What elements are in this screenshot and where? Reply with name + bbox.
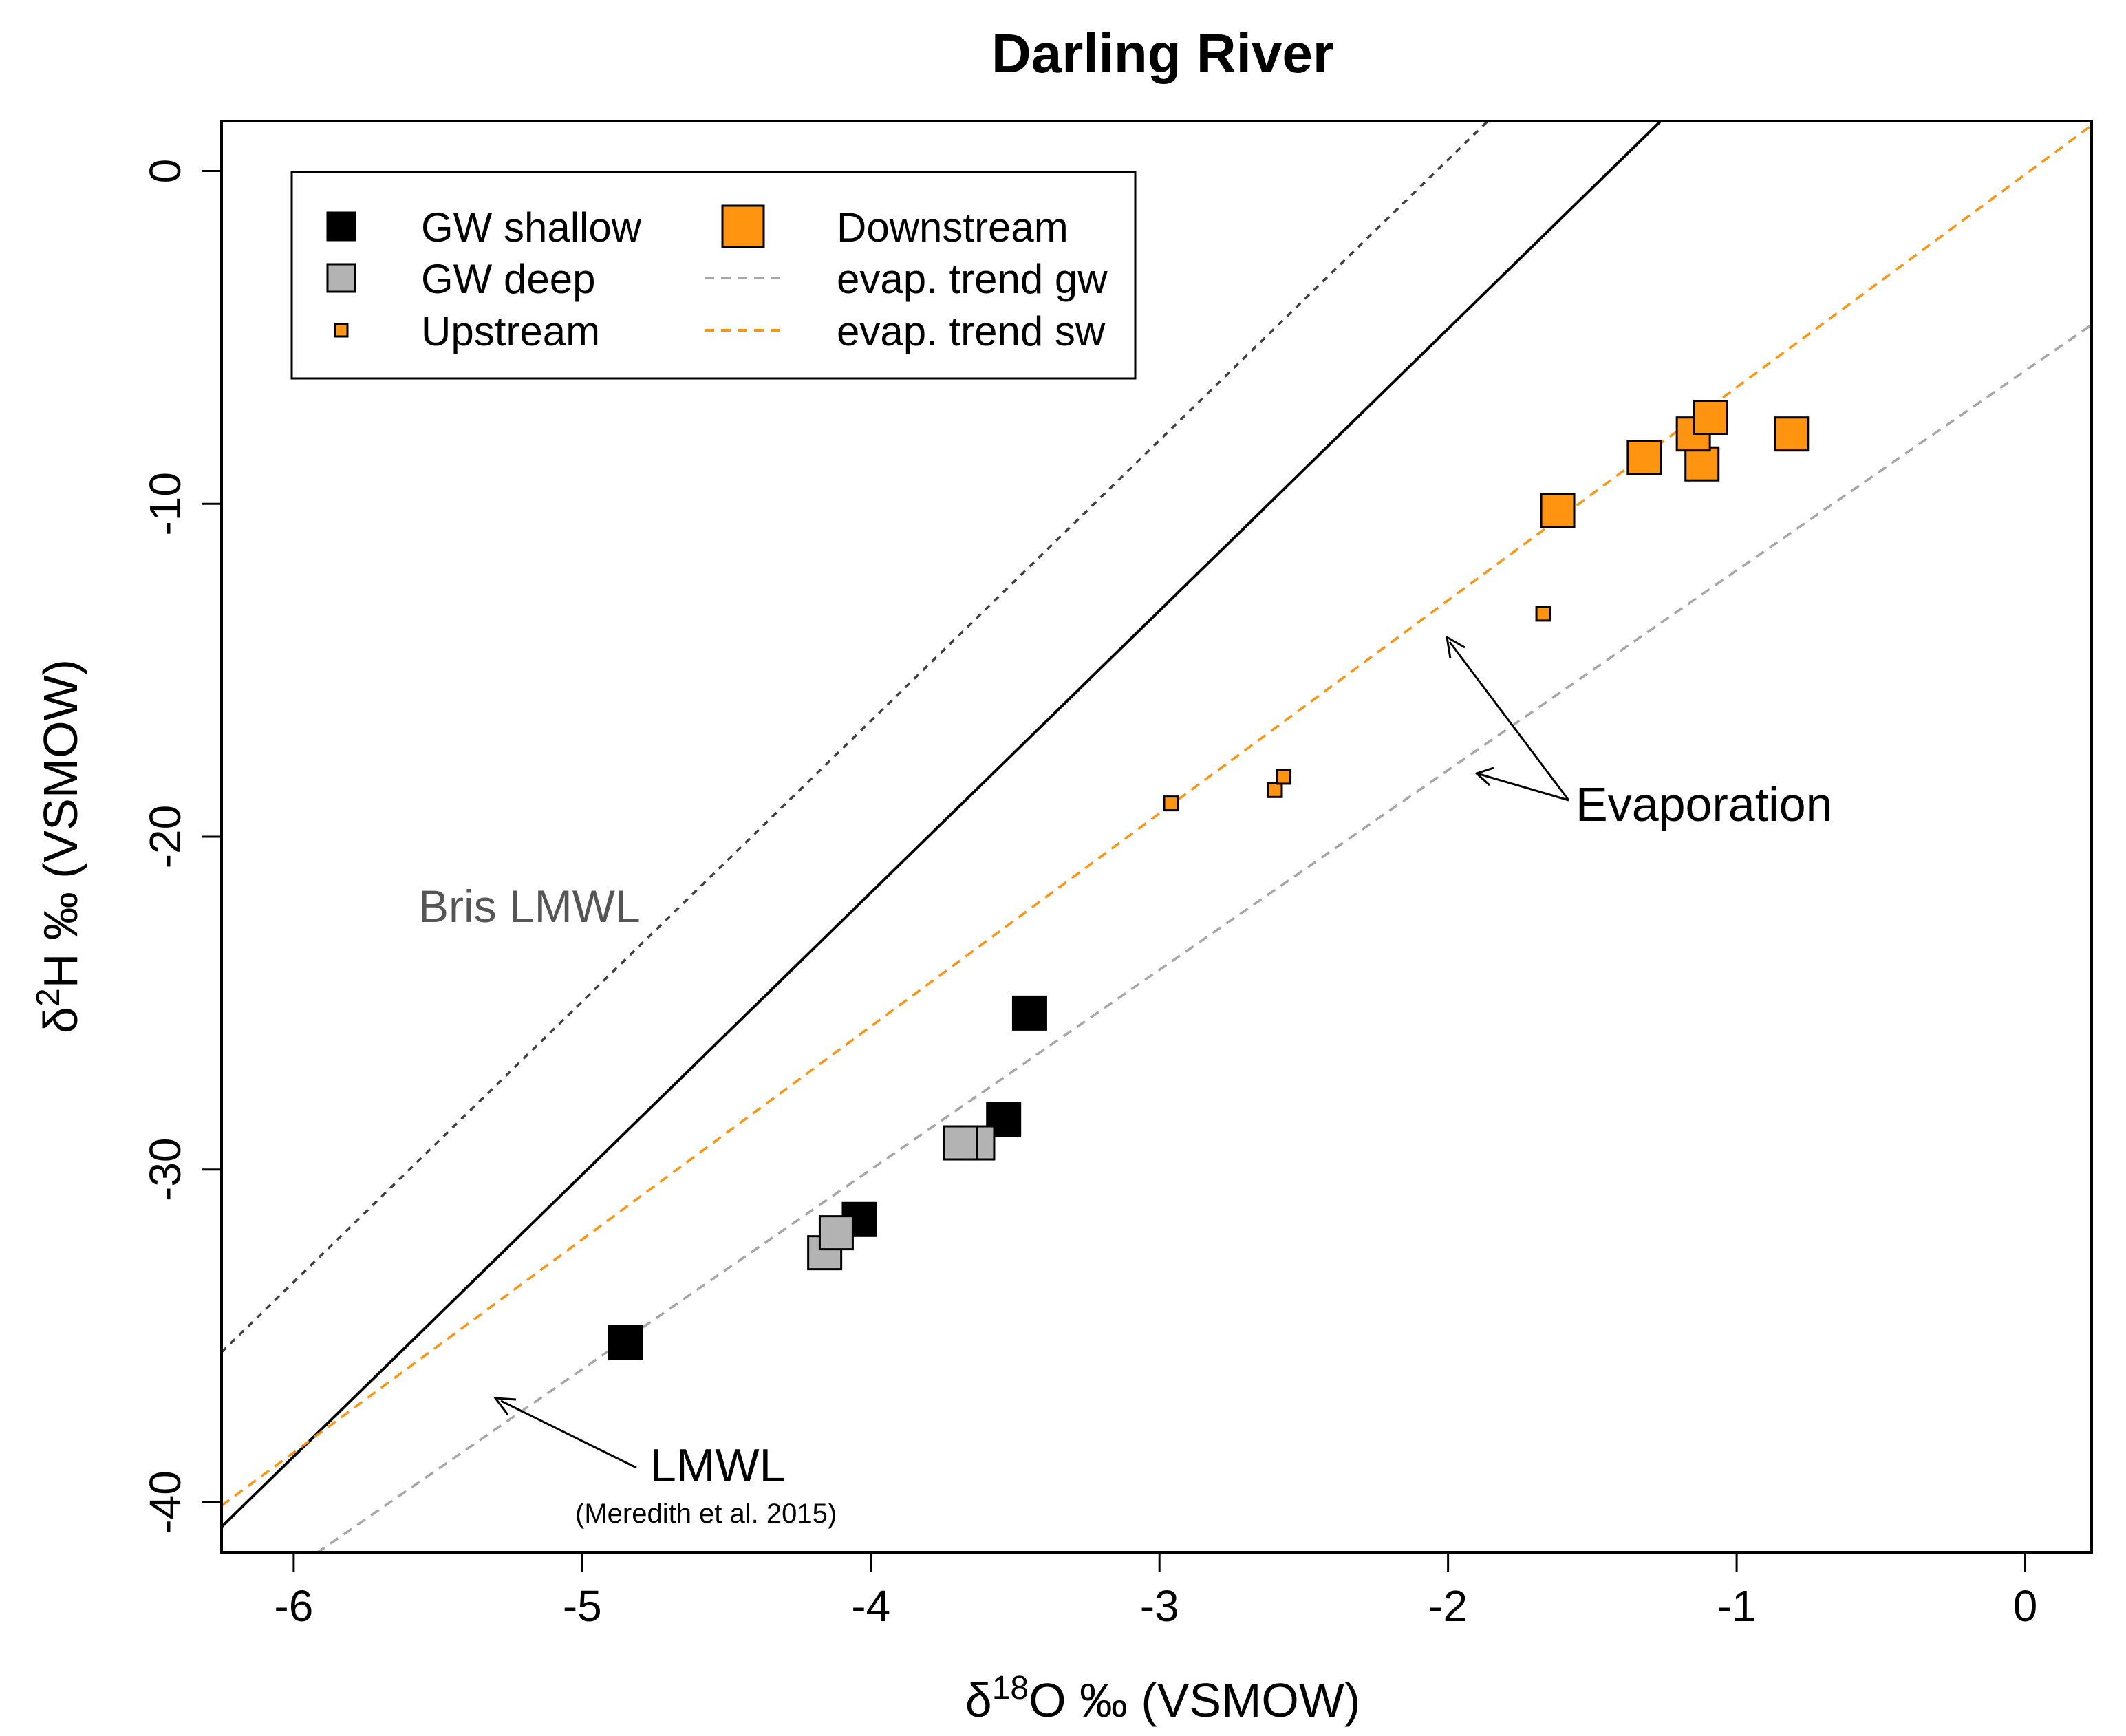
- evaporation-label: Evaporation: [1576, 778, 1833, 831]
- y-axis-label: δ2H ‰ (VSMOW): [30, 659, 87, 1033]
- x-tick-label: -2: [1428, 1581, 1468, 1631]
- lmwl-arrow: [500, 1400, 637, 1469]
- evaporation-arrowhead-upper: [1446, 635, 1465, 659]
- line-evap-trend-gw: [315, 323, 2092, 1552]
- y-tick-label: 0: [140, 159, 190, 184]
- x-tick-label: -6: [274, 1581, 313, 1631]
- legend-label-evap-trend-sw: evap. trend sw: [837, 308, 1106, 354]
- legend-key-upstream: [334, 323, 349, 338]
- lmwl-annotation: LMWL (Meredith et al. 2015): [493, 1397, 837, 1529]
- legend-key-gw-shallow: [326, 211, 356, 242]
- point-gw-shallow: [608, 1325, 643, 1360]
- point-upstream: [1535, 606, 1551, 622]
- point-downstream: [1684, 446, 1720, 482]
- chart-title: Darling River: [991, 23, 1334, 84]
- x-tick-label: -4: [851, 1581, 890, 1631]
- legend-key-gw-deep: [326, 263, 356, 293]
- legend-label-downstream: Downstream: [837, 204, 1069, 250]
- legend-key-downstream: [721, 204, 765, 248]
- point-downstream: [1693, 400, 1728, 436]
- point-downstream: [1540, 493, 1576, 528]
- legend-label-gw-deep: GW deep: [421, 256, 595, 302]
- evaporation-arrow-upper: [1448, 641, 1570, 801]
- point-gw-deep: [943, 1125, 978, 1161]
- point-gw-shallow: [986, 1102, 1022, 1137]
- evaporation-arrow-lower: [1479, 773, 1569, 802]
- x-tick-label: 0: [2013, 1581, 2038, 1631]
- legend: GW shallow GW deep Upstream Downstream evap.…: [290, 171, 1137, 380]
- point-gw-shallow: [1011, 995, 1047, 1031]
- legend-label-upstream: Upstream: [421, 308, 600, 354]
- legend-box: [290, 171, 1137, 380]
- y-tick-label: -10: [140, 472, 190, 536]
- point-downstream: [1774, 416, 1810, 452]
- lmwl-label: LMWL: [650, 1439, 785, 1492]
- point-downstream: [1626, 440, 1662, 475]
- x-tick-label: -1: [1717, 1581, 1757, 1631]
- point-upstream: [1267, 782, 1283, 798]
- y-tick-label: -40: [140, 1470, 190, 1534]
- line-lmwl: [222, 121, 1663, 1528]
- line-evap-trend-sw: [222, 124, 2092, 1507]
- point-upstream: [1163, 795, 1179, 812]
- legend-label-evap-trend-gw: evap. trend gw: [837, 256, 1108, 302]
- x-tick-label: -3: [1140, 1581, 1179, 1631]
- point-upstream: [1276, 769, 1292, 785]
- lmwl-arrowhead: [493, 1397, 517, 1415]
- y-tick-label: -20: [140, 805, 190, 869]
- x-axis-label: δ18O ‰ (VSMOW): [965, 1670, 1361, 1727]
- legend-label-gw-shallow: GW shallow: [421, 204, 642, 250]
- y-tick-label: -30: [140, 1137, 190, 1201]
- evaporation-annotation: Evaporation: [1446, 635, 1833, 831]
- point-gw-deep: [818, 1215, 854, 1251]
- bris-lmwl-label: Bris LMWL: [418, 881, 641, 932]
- lmwl-reference: (Meredith et al. 2015): [575, 1499, 837, 1529]
- line-bris-lmwl: [222, 121, 1490, 1353]
- evaporation-arrowhead-lower: [1474, 767, 1494, 786]
- x-tick-label: -5: [563, 1581, 602, 1631]
